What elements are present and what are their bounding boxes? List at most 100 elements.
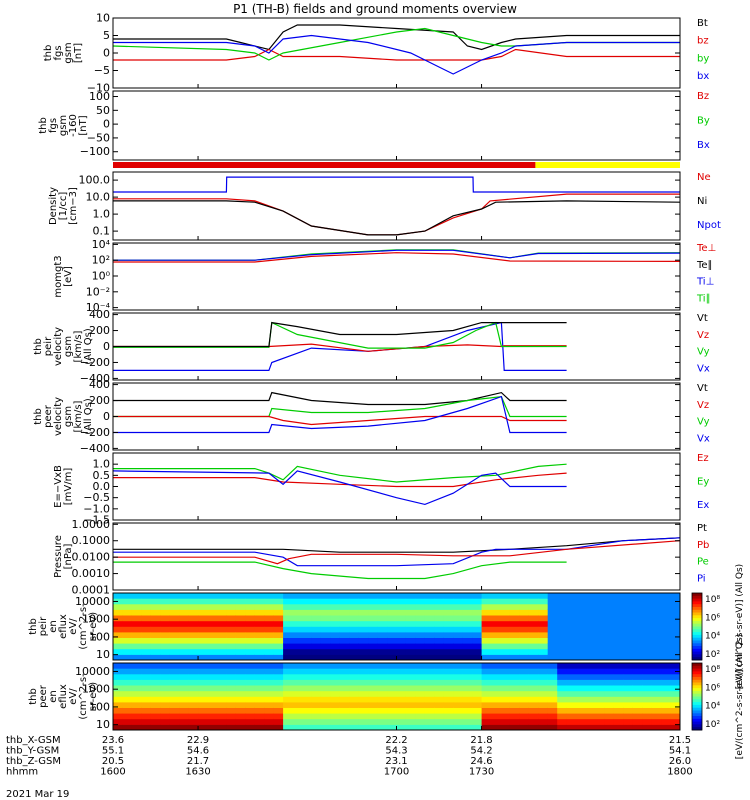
heatmap-cell bbox=[235, 718, 246, 725]
heatmap-cell bbox=[349, 690, 360, 697]
heatmap-cell bbox=[443, 668, 454, 675]
heatmap-cell bbox=[595, 626, 605, 633]
heatmap-cell bbox=[528, 637, 539, 644]
heatmap-cell bbox=[226, 673, 237, 680]
heatmap-cell bbox=[538, 668, 549, 675]
y-axis-label: -160 bbox=[68, 114, 79, 137]
heatmap-cell bbox=[661, 685, 672, 692]
heatmap-cell bbox=[585, 724, 596, 731]
heatmap-cell bbox=[557, 701, 568, 708]
heatmap-cell bbox=[131, 592, 142, 599]
heatmap-cell bbox=[113, 662, 123, 669]
heatmap-cell bbox=[661, 609, 672, 616]
heatmap-cell bbox=[377, 701, 388, 708]
heatmap-cell bbox=[273, 648, 284, 655]
heatmap-cell bbox=[462, 690, 473, 697]
heatmap-cell bbox=[311, 592, 322, 599]
heatmap-cell bbox=[292, 679, 303, 686]
heatmap-cell bbox=[283, 637, 293, 644]
y-tick-label: 0 bbox=[103, 340, 110, 353]
heatmap-cell bbox=[661, 696, 672, 703]
heatmap-cell bbox=[434, 707, 445, 714]
heatmap-cell bbox=[368, 631, 378, 638]
heatmap-cell bbox=[566, 626, 577, 633]
heatmap-cell bbox=[150, 713, 161, 720]
heatmap-cell bbox=[623, 631, 634, 638]
heatmap-cell bbox=[387, 626, 397, 633]
y-tick-label: −200 bbox=[80, 356, 110, 369]
heatmap-cell bbox=[405, 673, 416, 680]
time-row-value: 22.2 bbox=[385, 735, 407, 746]
heatmap-cell bbox=[358, 668, 369, 675]
heatmap-cell bbox=[462, 668, 473, 675]
heatmap-cell bbox=[283, 603, 293, 610]
heatmap-cell bbox=[330, 648, 341, 655]
heatmap-cell bbox=[254, 668, 265, 675]
colorbar-segment bbox=[692, 696, 702, 700]
heatmap-cell bbox=[150, 690, 161, 697]
heatmap-cell bbox=[387, 592, 397, 599]
legend-entry: Ne bbox=[697, 172, 711, 183]
heatmap-cell bbox=[179, 668, 190, 675]
heatmap-cell bbox=[188, 690, 199, 697]
heatmap-cell bbox=[500, 679, 511, 686]
heatmap-cell bbox=[302, 668, 312, 675]
heatmap-cell bbox=[207, 696, 218, 703]
heatmap-cell bbox=[651, 673, 662, 680]
heatmap-cell bbox=[320, 696, 331, 703]
heatmap-cell bbox=[443, 631, 454, 638]
heatmap-cell bbox=[169, 662, 180, 669]
heatmap-cell bbox=[131, 631, 142, 638]
heatmap-cell bbox=[661, 713, 672, 720]
heatmap-cell bbox=[547, 673, 558, 680]
heatmap-cell bbox=[226, 643, 237, 650]
heatmap-cell bbox=[661, 603, 672, 610]
colorbar-segment bbox=[692, 618, 702, 622]
heatmap-cell bbox=[547, 615, 558, 622]
y-tick-label: 10⁰ bbox=[92, 270, 111, 283]
heatmap-cell bbox=[264, 707, 275, 714]
date-label: 2021 Mar 19 bbox=[6, 789, 69, 800]
heatmap-cell bbox=[576, 724, 586, 731]
heatmap-cell bbox=[169, 654, 180, 661]
heatmap-cell bbox=[368, 615, 378, 622]
colorbar-segment bbox=[692, 718, 702, 723]
heatmap-cell bbox=[339, 603, 350, 610]
heatmap-cell bbox=[368, 643, 378, 650]
heatmap-cell bbox=[415, 620, 426, 627]
y-tick-label: 100 bbox=[89, 630, 110, 643]
y-tick-label: −1.5 bbox=[83, 514, 110, 527]
heatmap-cell bbox=[415, 718, 426, 725]
legend-entry: Vx bbox=[697, 434, 710, 445]
series-line-Ey bbox=[113, 463, 567, 483]
heatmap-cell bbox=[150, 620, 161, 627]
heatmap-cell bbox=[595, 643, 605, 650]
heatmap-cell bbox=[642, 718, 653, 725]
heatmap-cell bbox=[217, 648, 227, 655]
heatmap-cell bbox=[254, 685, 265, 692]
heatmap-cell bbox=[207, 662, 218, 669]
heatmap-cell bbox=[235, 696, 246, 703]
heatmap-cell bbox=[302, 592, 312, 599]
heatmap-cell bbox=[566, 631, 577, 638]
heatmap-cell bbox=[330, 701, 341, 708]
colorbar-segment bbox=[692, 699, 702, 703]
y-axis-label: thb bbox=[43, 45, 54, 62]
legend-entry: Ni bbox=[697, 196, 707, 207]
heatmap-cell bbox=[235, 679, 246, 686]
heatmap-cell bbox=[538, 696, 549, 703]
heatmap-cell bbox=[424, 620, 435, 627]
heatmap-cell bbox=[651, 609, 662, 616]
heatmap-cell bbox=[283, 679, 293, 686]
heatmap-cell bbox=[339, 696, 350, 703]
heatmap-cell bbox=[434, 643, 445, 650]
heatmap-cell bbox=[472, 615, 482, 622]
heatmap-cell bbox=[547, 685, 558, 692]
heatmap-cell bbox=[519, 718, 530, 725]
heatmap-cell bbox=[424, 673, 435, 680]
heatmap-cell bbox=[226, 637, 237, 644]
heatmap-cell bbox=[509, 713, 520, 720]
heatmap-cell bbox=[311, 609, 322, 616]
heatmap-cell bbox=[462, 701, 473, 708]
heatmap-cell bbox=[500, 696, 511, 703]
